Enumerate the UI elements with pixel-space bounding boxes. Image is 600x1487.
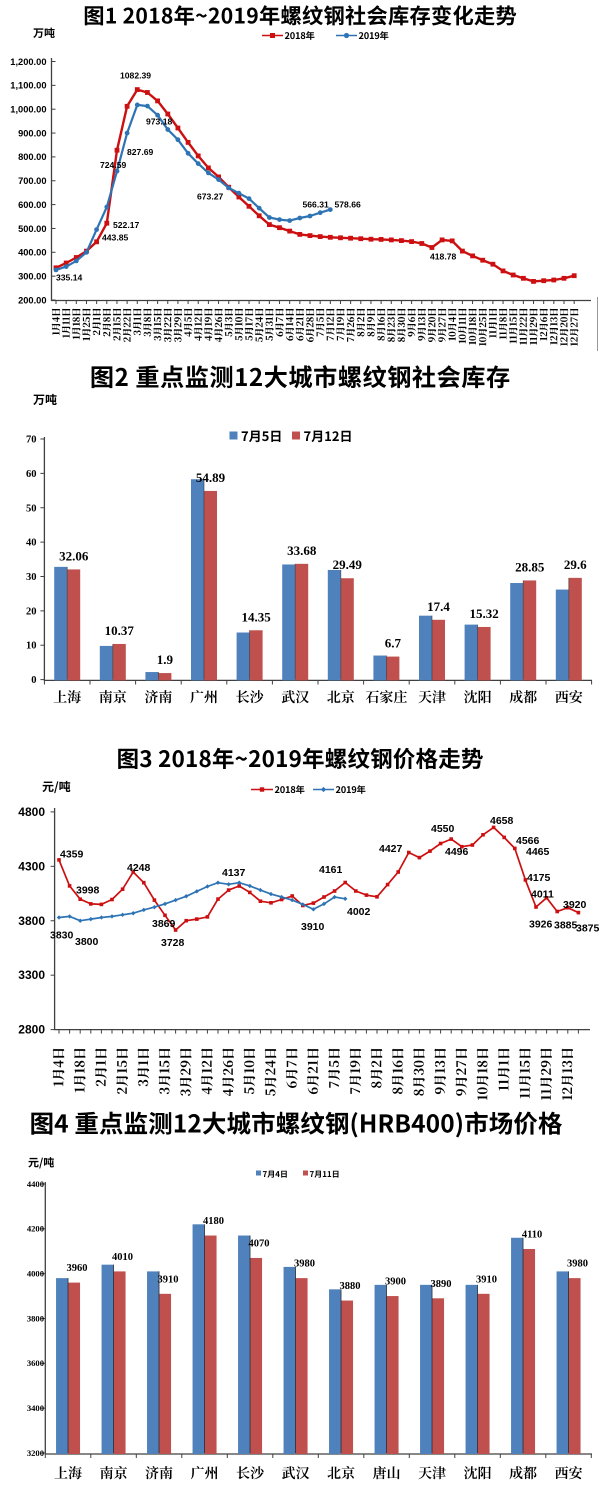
svg-text:3800: 3800 — [18, 914, 45, 928]
svg-text:3910: 3910 — [476, 1274, 497, 1285]
svg-text:900.00: 900.00 — [18, 128, 46, 138]
svg-text:724.59: 724.59 — [100, 160, 127, 170]
svg-text:4800: 4800 — [18, 805, 45, 819]
svg-text:4496: 4496 — [445, 846, 469, 858]
svg-text:700.00: 700.00 — [18, 176, 46, 186]
svg-text:3998: 3998 — [76, 885, 100, 897]
svg-text:3920: 3920 — [563, 899, 587, 911]
svg-text:1,100.00: 1,100.00 — [10, 81, 46, 91]
svg-text:3910: 3910 — [301, 921, 325, 933]
svg-text:6.7: 6.7 — [385, 636, 402, 651]
svg-text:4248: 4248 — [127, 862, 151, 874]
svg-text:40: 40 — [26, 538, 37, 549]
svg-text:17.4: 17.4 — [427, 599, 450, 614]
svg-text:3926: 3926 — [529, 919, 553, 931]
svg-text:54.89: 54.89 — [196, 470, 226, 485]
svg-text:3960: 3960 — [67, 1263, 88, 1274]
svg-text:4300: 4300 — [18, 859, 45, 873]
svg-text:3800: 3800 — [27, 1313, 44, 1323]
svg-text:4566: 4566 — [516, 835, 540, 847]
svg-text:300.00: 300.00 — [18, 271, 46, 281]
svg-text:4161: 4161 — [319, 864, 343, 876]
svg-text:3200: 3200 — [27, 1448, 44, 1458]
svg-text:3910: 3910 — [158, 1274, 179, 1285]
svg-text:3875: 3875 — [576, 923, 600, 935]
svg-text:335.14: 335.14 — [56, 273, 83, 283]
svg-text:33.68: 33.68 — [287, 543, 317, 558]
svg-text:418.78: 418.78 — [430, 252, 457, 262]
svg-text:4550: 4550 — [431, 823, 455, 835]
svg-text:3800: 3800 — [75, 936, 99, 948]
svg-text:4359: 4359 — [60, 849, 84, 861]
svg-text:3728: 3728 — [161, 937, 185, 949]
svg-text:973.18: 973.18 — [146, 117, 173, 127]
svg-text:1.9: 1.9 — [157, 652, 174, 667]
svg-text:20: 20 — [26, 606, 37, 617]
svg-text:4180: 4180 — [203, 1216, 224, 1227]
svg-text:3869: 3869 — [152, 918, 176, 930]
svg-text:4011: 4011 — [531, 889, 554, 901]
svg-text:1,000.00: 1,000.00 — [10, 105, 46, 115]
svg-text:70: 70 — [26, 435, 37, 446]
svg-text:673.27: 673.27 — [197, 192, 224, 202]
svg-text:15.32: 15.32 — [469, 606, 498, 621]
svg-text:800.00: 800.00 — [18, 152, 46, 162]
svg-text:3830: 3830 — [50, 930, 74, 942]
svg-text:32.06: 32.06 — [59, 548, 89, 563]
svg-text:1082.39: 1082.39 — [120, 71, 151, 81]
svg-text:1,200.00: 1,200.00 — [10, 57, 46, 67]
svg-text:500.00: 500.00 — [18, 224, 46, 234]
svg-text:3900: 3900 — [385, 1277, 406, 1288]
svg-text:3980: 3980 — [567, 1259, 588, 1270]
svg-text:522.17: 522.17 — [113, 220, 140, 230]
svg-text:29.6: 29.6 — [564, 557, 587, 572]
svg-text:3400: 3400 — [27, 1403, 44, 1413]
svg-text:29.49: 29.49 — [333, 557, 363, 572]
svg-text:443.85: 443.85 — [102, 233, 129, 243]
svg-text:566.31: 566.31 — [303, 200, 330, 210]
svg-text:50: 50 — [26, 503, 37, 514]
svg-text:4002: 4002 — [347, 906, 371, 918]
svg-text:600.00: 600.00 — [18, 200, 46, 210]
svg-text:4070: 4070 — [249, 1238, 270, 1249]
svg-text:4400: 4400 — [27, 1179, 44, 1189]
svg-text:4137: 4137 — [222, 867, 246, 879]
svg-text:2800: 2800 — [18, 1023, 45, 1037]
svg-text:4175: 4175 — [527, 872, 551, 884]
svg-text:4010: 4010 — [112, 1252, 133, 1263]
svg-text:4110: 4110 — [522, 1229, 542, 1240]
svg-text:400.00: 400.00 — [18, 248, 46, 258]
svg-text:10.37: 10.37 — [105, 623, 135, 638]
svg-text:3880: 3880 — [340, 1281, 361, 1292]
svg-text:4658: 4658 — [490, 815, 514, 827]
svg-text:827.69: 827.69 — [127, 147, 154, 157]
svg-text:200.00: 200.00 — [18, 295, 46, 305]
svg-text:578.66: 578.66 — [335, 200, 362, 210]
svg-text:3885: 3885 — [554, 920, 578, 932]
svg-text:4200: 4200 — [27, 1224, 44, 1234]
svg-text:4000: 4000 — [27, 1268, 44, 1278]
svg-text:3600: 3600 — [27, 1358, 44, 1368]
svg-text:4427: 4427 — [379, 843, 403, 855]
svg-text:14.35: 14.35 — [241, 609, 271, 624]
svg-text:3300: 3300 — [18, 968, 45, 982]
svg-text:60: 60 — [26, 469, 37, 480]
svg-text:3980: 3980 — [294, 1259, 315, 1270]
svg-text:0: 0 — [31, 675, 36, 686]
svg-text:4465: 4465 — [526, 846, 550, 858]
svg-text:28.85: 28.85 — [515, 559, 545, 574]
svg-text:10: 10 — [26, 641, 37, 652]
svg-text:3890: 3890 — [431, 1279, 452, 1290]
svg-text:30: 30 — [26, 572, 37, 583]
